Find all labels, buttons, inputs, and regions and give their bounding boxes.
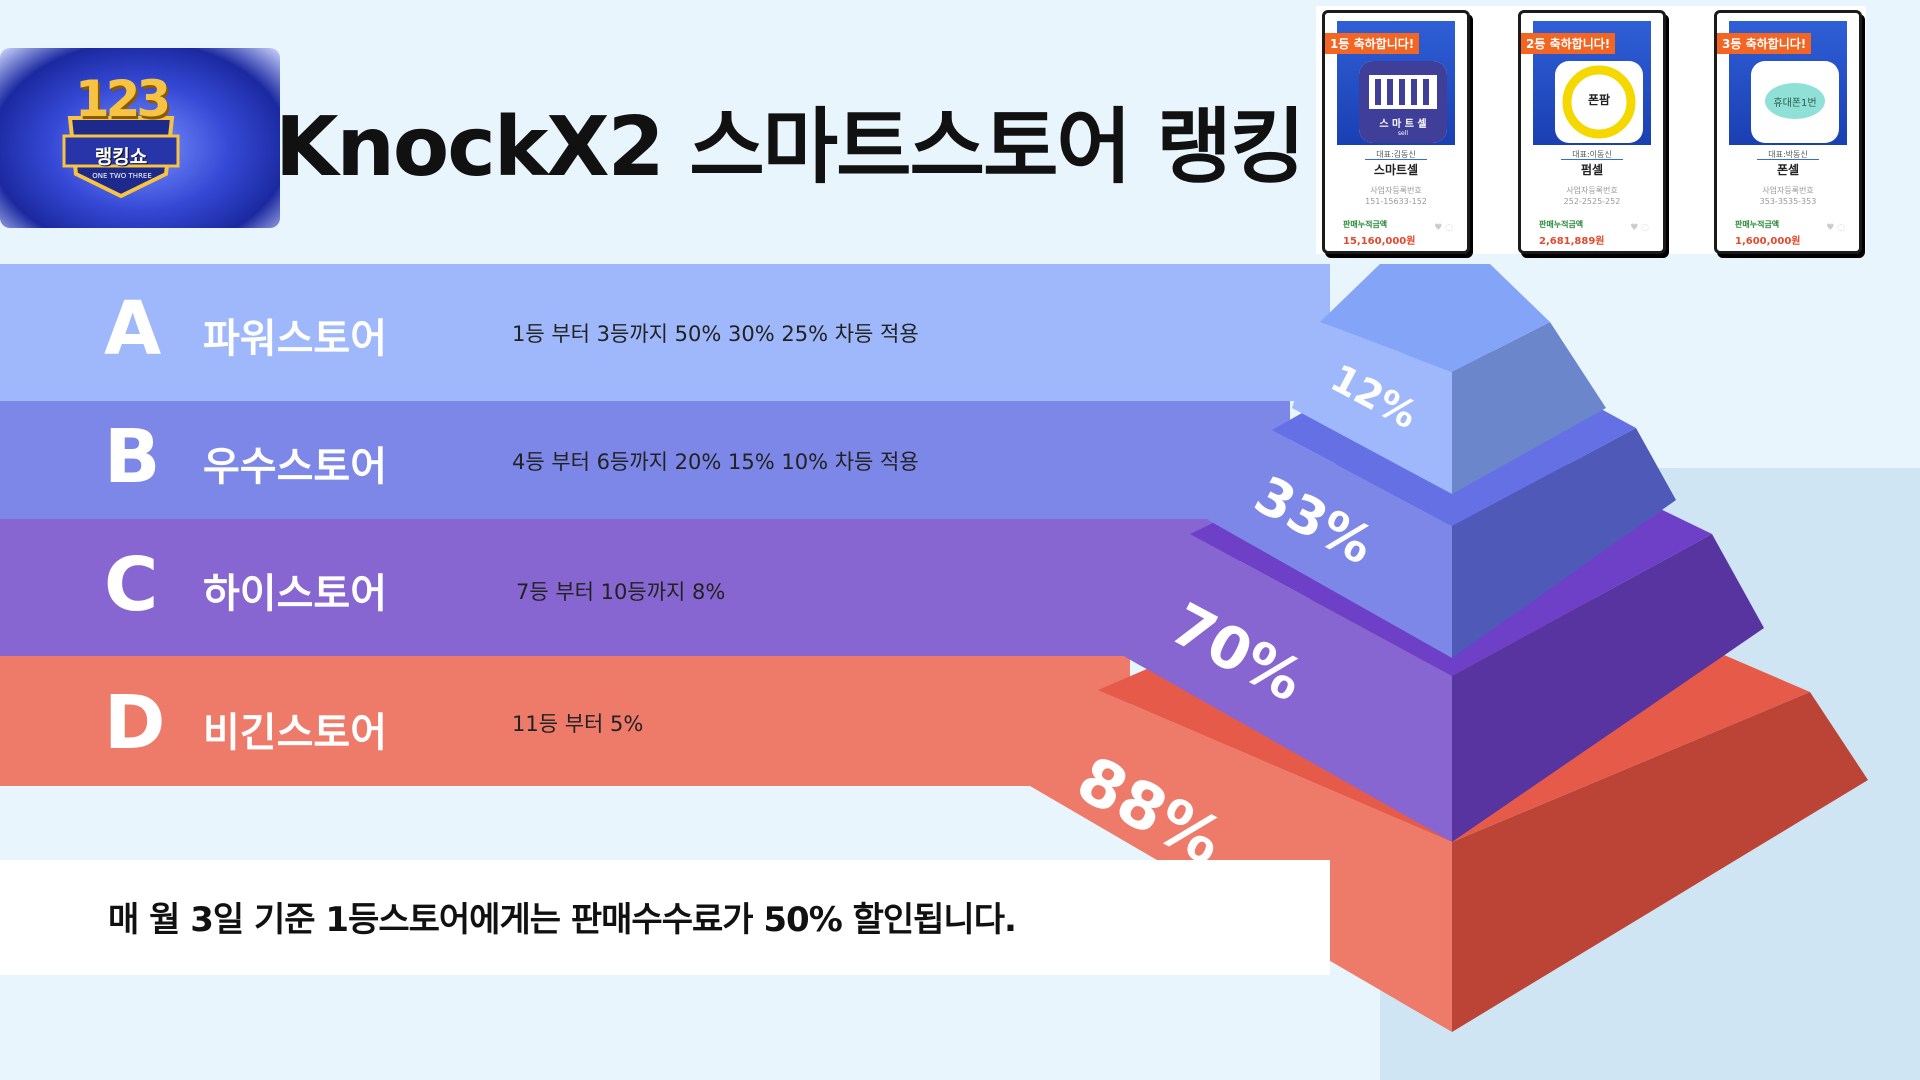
logo-numbers: 123: [74, 70, 171, 128]
heart-cart-icon[interactable]: ♥ ◌: [1826, 223, 1845, 233]
heart-cart-icon[interactable]: ♥ ◌: [1630, 223, 1649, 233]
tier-desc-b: 4등 부터 6등까지 20% 15% 10% 차등 적용: [512, 450, 919, 474]
tier-desc-a: 1등 부터 3등까지 50% 30% 25% 차등 적용: [512, 322, 919, 346]
mobile1-logo: 휴대폰1번: [1751, 61, 1839, 143]
ranking-show-logo: [0, 48, 280, 228]
card-sales-label: 판매누적금액: [1735, 220, 1780, 229]
card-shop-name: 스마트셀: [1373, 163, 1419, 177]
phonefarm-logo-text: 폰팜: [1587, 93, 1611, 107]
smartsell-logo: 스 마 트 셀 sell: [1359, 61, 1447, 143]
card-biz-number: 353-3535-353: [1759, 197, 1817, 206]
tier-letter-a: A: [104, 286, 162, 372]
tier-name-d: 비긴스토어: [203, 710, 387, 756]
logo-subtitle: ONE TWO THREE: [92, 172, 152, 180]
card-shop-name: 폰셀: [1776, 163, 1800, 177]
tier-band-d: [0, 656, 1130, 786]
card-shop-name: 펌셀: [1580, 163, 1604, 177]
tier-band-c: [0, 519, 1240, 656]
pyramid-b-right: [1452, 428, 1676, 658]
rank-badge: 2등 축하합니다!: [1521, 33, 1616, 54]
pyramid-a-right: [1452, 322, 1606, 494]
card-divider: [1757, 159, 1819, 160]
smartsell-logo-text: 스 마 트 셀: [1379, 119, 1427, 130]
pyramid-c-right: [1452, 534, 1764, 842]
tier-letter-b: B: [104, 414, 161, 500]
discount-note: 매 월 3일 기준 1등스토어에게는 판매수수료가 50% 할인됩니다.: [108, 900, 1017, 940]
pyramid-b-left: [1208, 430, 1452, 658]
tier-desc-d: 11등 부터 5%: [512, 712, 644, 736]
card-sales-amount: 1,600,000원: [1735, 236, 1801, 247]
tier-name-c: 하이스토어: [203, 571, 387, 617]
tier-desc-c: 7등 부터 10등까지 8%: [516, 580, 726, 604]
pyramid-a-left: [1292, 322, 1452, 494]
card-owner: 대표:이동신: [1572, 150, 1612, 159]
logo-name: 랭킹쇼: [94, 146, 148, 168]
pyramid-d-right: [1452, 692, 1868, 1032]
pyramid-a-top: [1320, 264, 1550, 372]
smartsell-logo-sub: sell: [1397, 130, 1409, 137]
winner-cards: 스 마 트 셀 sell 1등 축하합니다! 대표:김동신 스마트셀 사업자등록…: [1316, 6, 1866, 254]
rank-badge: 3등 축하합니다!: [1717, 33, 1812, 54]
card-biz-label: 사업자등록번호: [1566, 186, 1618, 195]
card-divider: [1561, 159, 1623, 160]
tier-name-a: 파워스토어: [203, 316, 387, 362]
pyramid-c-left: [1120, 534, 1452, 842]
card-owner: 대표:김동신: [1376, 150, 1416, 159]
card-sales-amount: 15,160,000원: [1343, 236, 1416, 247]
card-sales-amount: 2,681,889원: [1539, 236, 1605, 247]
tier-name-b: 우수스토어: [203, 444, 387, 490]
card-biz-number: 252-2525-252: [1563, 197, 1621, 206]
card-biz-label: 사업자등록번호: [1370, 186, 1422, 195]
tier-letter-c: C: [104, 542, 159, 628]
card-divider: [1365, 159, 1427, 160]
heart-cart-icon[interactable]: ♥ ◌: [1434, 223, 1453, 233]
card-biz-label: 사업자등록번호: [1762, 186, 1814, 195]
card-owner: 대표:박동신: [1768, 150, 1808, 159]
tier-letter-d: D: [104, 680, 166, 766]
winner-card-1[interactable]: 스 마 트 셀 sell 1등 축하합니다! 대표:김동신 스마트셀 사업자등록…: [1322, 10, 1470, 254]
winner-card-3[interactable]: 휴대폰1번 3등 축하합니다! 대표:박동신 폰셀 사업자등록번호 353-35…: [1714, 10, 1862, 254]
card-sales-label: 판매누적금액: [1343, 220, 1388, 229]
page-title: KnockX2 스마트스토어 랭킹: [275, 100, 1305, 195]
winner-card-2[interactable]: 폰팜 2등 축하합니다! 대표:이동신 펌셀 사업자등록번호 252-2525-…: [1518, 10, 1666, 254]
note-bar: [0, 860, 1330, 975]
card-sales-label: 판매누적금액: [1539, 220, 1584, 229]
mobile1-logo-text: 휴대폰1번: [1773, 98, 1817, 109]
rank-badge: 1등 축하합니다!: [1325, 33, 1420, 54]
phonefarm-logo: 폰팜: [1555, 61, 1643, 143]
tier-band-b: [0, 401, 1290, 519]
card-biz-number: 151-15633-152: [1365, 197, 1427, 206]
tier-band-a: [0, 264, 1330, 401]
